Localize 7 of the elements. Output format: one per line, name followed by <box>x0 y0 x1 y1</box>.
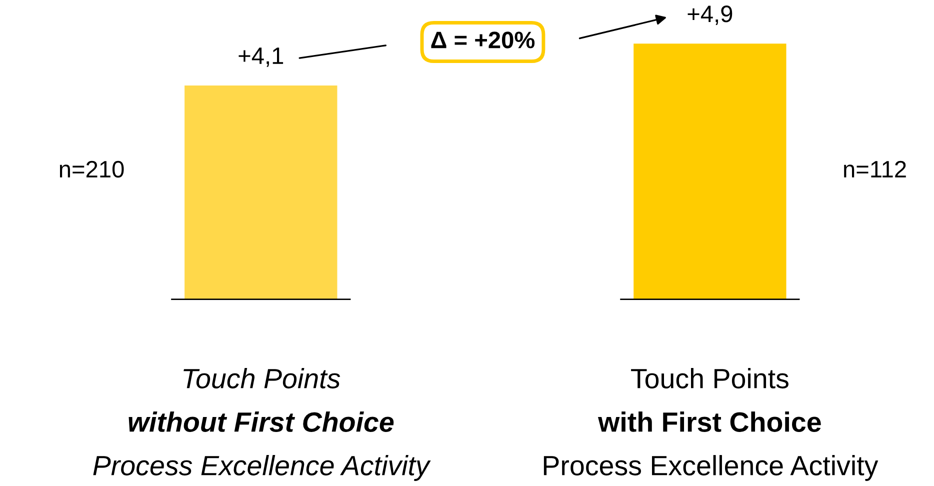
annotation: n=210 <box>60 160 124 178</box>
data-label: +4,9 <box>688 6 732 26</box>
x-tick-label: Touch Points without First Choice Process Excellence Activity <box>93 368 431 481</box>
annotation: n=112 <box>844 160 906 178</box>
x-tick-label: Touch Points with First Choice Process Excellence Activity <box>544 368 878 481</box>
annotation: Δ = +20% <box>431 32 535 48</box>
data-label: +4,1 <box>238 48 284 67</box>
